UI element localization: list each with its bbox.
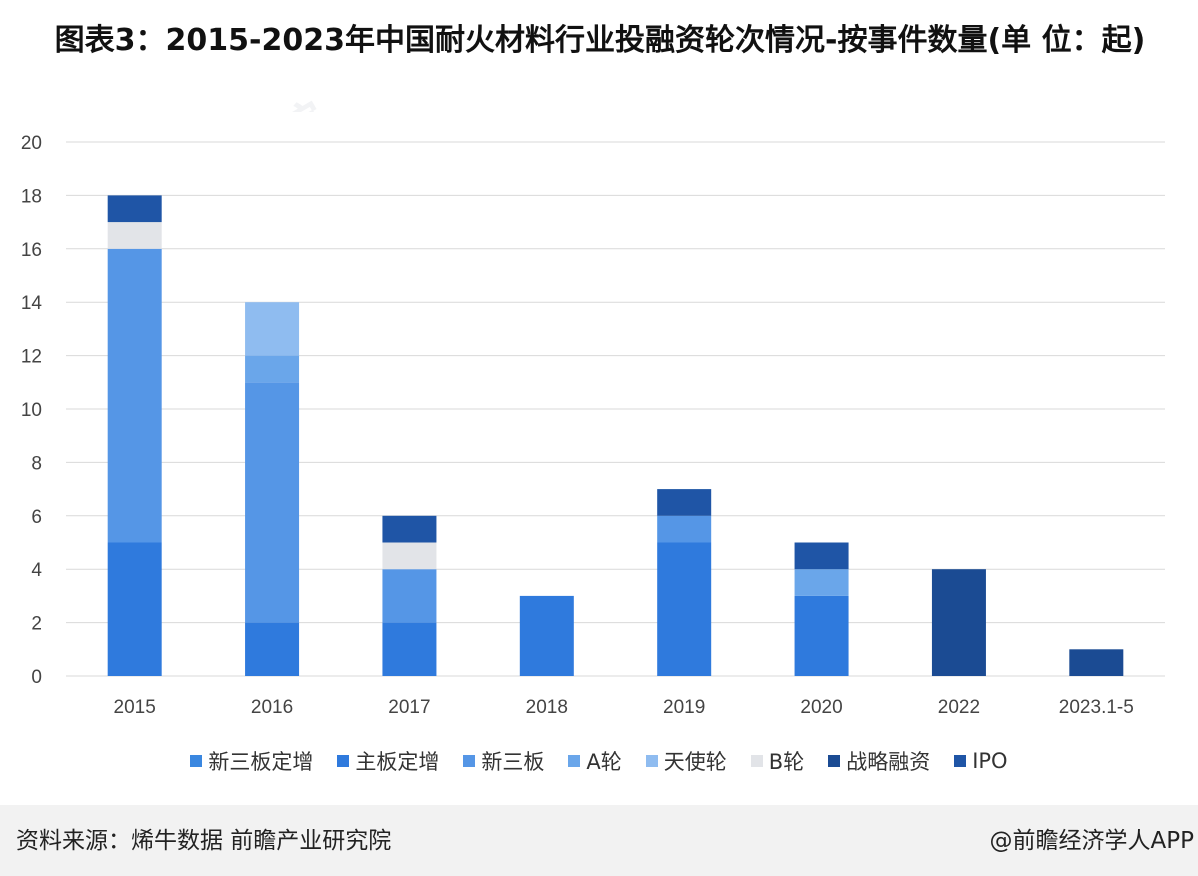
y-tick-label: 12 <box>21 347 42 368</box>
source-text: 资料来源：烯牛数据 前瞻产业研究院 <box>16 828 392 854</box>
x-tick-label: 2018 <box>526 697 568 718</box>
legend-swatch <box>828 755 841 767</box>
legend-item: 战略融资 <box>828 746 930 776</box>
x-tick-label: 2015 <box>114 697 156 718</box>
bar-segment <box>245 355 300 383</box>
y-tick-label: 0 <box>31 667 42 688</box>
bar-segment <box>245 382 300 623</box>
y-tick-label: 2 <box>31 614 42 635</box>
chart-area: 0 2 4 6 8 10 12 14 16 18 20 2015 2016 2017 2018 2019 20… <box>0 112 1198 802</box>
bar-segment <box>107 222 162 249</box>
y-tick-label: 20 <box>21 133 42 154</box>
brand-text: @前瞻经济学人APP <box>989 828 1194 854</box>
bar-segment <box>794 595 849 676</box>
y-axis-ticks: 0 2 4 6 8 10 12 14 16 18 20 <box>21 133 43 688</box>
gridlines <box>66 141 1165 677</box>
footer: 资料来源：烯牛数据 前瞻产业研究院 @前瞻经济学人APP <box>0 805 1198 876</box>
bar-segment <box>382 515 437 543</box>
legend-item: 新三板 <box>463 746 544 776</box>
y-tick-label: 10 <box>21 400 42 421</box>
legend-item: 天使轮 <box>645 746 727 776</box>
legend-swatch <box>568 755 581 767</box>
y-tick-label: 4 <box>31 560 42 581</box>
legend-swatch <box>463 755 476 767</box>
legend-item: B轮 <box>750 746 805 776</box>
legend-swatch <box>190 755 203 767</box>
y-tick-label: 14 <box>21 293 43 314</box>
legend-label: 战略融资 <box>846 750 931 774</box>
x-axis-ticks: 2015 2016 2017 2018 2019 2020 2022 2023.1-5 <box>114 697 1134 718</box>
legend-item: IPO <box>954 749 1008 773</box>
bar-segment <box>519 595 574 676</box>
y-tick-label: 8 <box>31 453 42 474</box>
legend-swatch <box>750 755 763 767</box>
legend-swatch <box>954 755 967 767</box>
legend-item: 主板定增 <box>337 746 439 776</box>
y-tick-label: 6 <box>31 507 42 528</box>
bar-segment <box>794 542 849 570</box>
x-tick-label: 2016 <box>251 697 293 718</box>
chart-title: 图表3：2015-2023年中国耐火材料行业投融资轮次情况-按事件数量(单 位：… <box>54 23 1146 58</box>
x-tick-label: 2019 <box>663 697 705 718</box>
legend-label: IPO <box>972 749 1008 773</box>
bar-segment <box>382 622 437 676</box>
x-tick-label: 2023.1-5 <box>1059 697 1134 718</box>
bar-segment <box>382 542 437 570</box>
y-tick-label: 16 <box>21 240 42 261</box>
x-tick-label: 2022 <box>938 697 980 718</box>
bar-segment <box>794 569 849 596</box>
legend-item: A轮 <box>568 746 622 776</box>
bar-segment <box>107 542 162 676</box>
x-tick-label: 2020 <box>800 697 842 718</box>
legend-label: B轮 <box>768 750 805 774</box>
bar-segment <box>382 569 437 623</box>
bar-segment <box>657 515 712 543</box>
legend-label: 新三板 <box>481 750 545 774</box>
bar-segment <box>657 542 712 676</box>
legend-label: 新三板定增 <box>208 750 314 774</box>
bar-segment <box>107 248 162 543</box>
y-tick-label: 18 <box>21 186 42 207</box>
bars <box>107 195 1124 676</box>
bar-segment <box>107 195 162 223</box>
legend-item: 新三板定增 <box>190 746 313 776</box>
legend-label: A轮 <box>586 750 622 774</box>
legend-label: 天使轮 <box>663 750 727 774</box>
bar-segment <box>245 302 300 356</box>
bar-segment <box>657 489 712 516</box>
legend: 新三板定增 主板定增 新三板 A轮 天使轮 B轮 战略融资 IPO <box>0 744 1198 778</box>
legend-label: 主板定增 <box>355 750 440 774</box>
bar-segment <box>245 622 300 676</box>
bar-segment <box>1069 649 1124 676</box>
x-tick-label: 2017 <box>388 697 430 718</box>
bar-segment <box>931 569 986 676</box>
legend-swatch <box>337 755 350 767</box>
legend-swatch <box>645 755 658 767</box>
